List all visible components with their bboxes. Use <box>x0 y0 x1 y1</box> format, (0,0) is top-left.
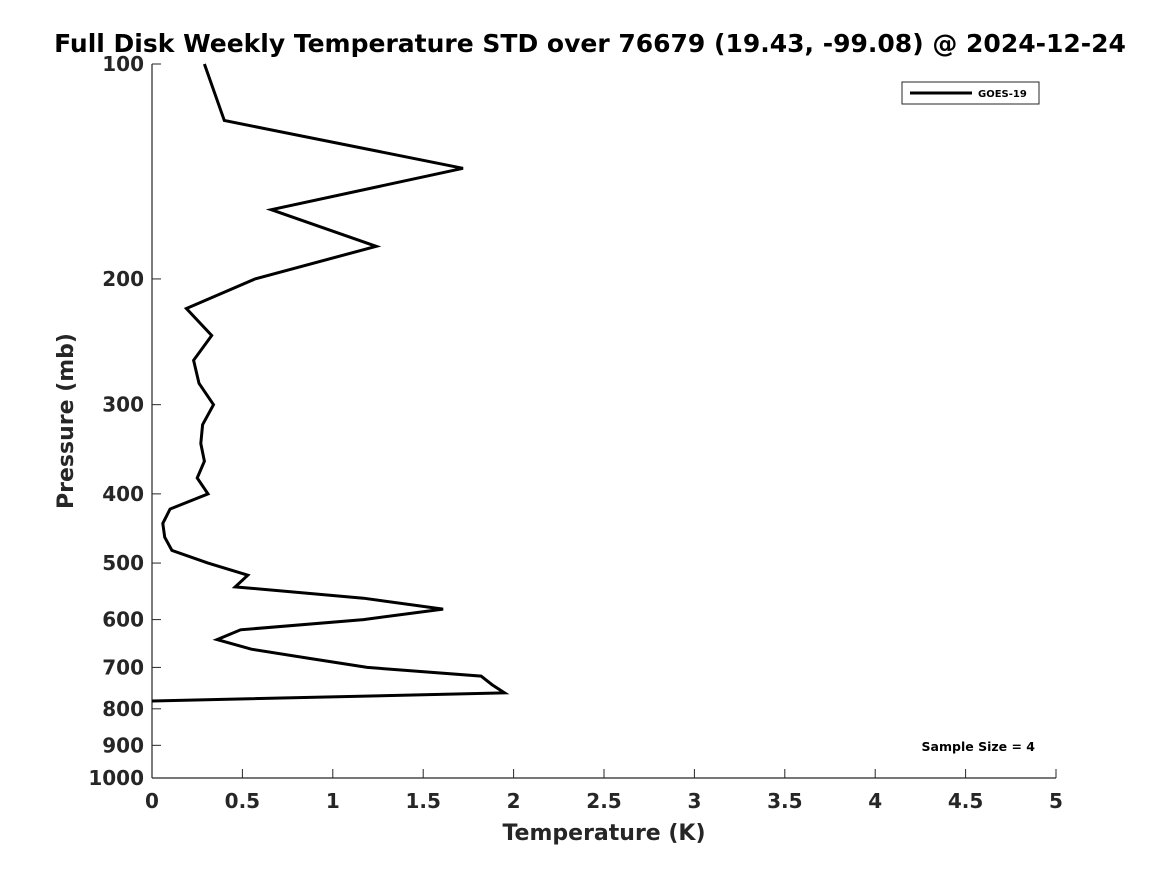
x-axis-ticks: 0 0.5 1 1.5 2 2.5 3 3.5 4 4.5 5 <box>145 769 1063 813</box>
y-tick-label: 400 <box>102 482 144 506</box>
x-tick-label: 2 <box>507 789 521 813</box>
y-tick-label: 800 <box>102 697 144 721</box>
sample-size-annotation: Sample Size = 4 <box>922 739 1036 754</box>
x-tick-label: 3 <box>687 789 701 813</box>
y-axis-label: Pressure (mb) <box>54 333 79 509</box>
series-layer <box>151 63 510 703</box>
x-tick-label: 4 <box>868 789 882 813</box>
x-tick-label: 2.5 <box>586 789 621 813</box>
y-tick-label: 100 <box>102 52 144 76</box>
y-tick-label: 500 <box>102 551 144 575</box>
x-tick-label: 0 <box>145 789 159 813</box>
x-tick-label: 1.5 <box>405 789 440 813</box>
legend: GOES-19 <box>901 81 1040 105</box>
x-tick-label: 1 <box>326 789 340 813</box>
x-axis-label: Temperature (K) <box>502 821 705 846</box>
y-tick-label: 900 <box>102 733 144 757</box>
x-tick-label: 4.5 <box>948 789 983 813</box>
y-tick-label: 700 <box>102 655 144 679</box>
y-axis-ticks: 100 200 300 400 500 600 700 800 900 1000 <box>88 52 161 790</box>
y-tick-label: 1000 <box>88 766 144 790</box>
series-line-goes-19 <box>151 63 510 703</box>
y-tick-label: 600 <box>102 608 144 632</box>
legend-label-goes-19: GOES-19 <box>978 89 1027 100</box>
x-tick-label: 0.5 <box>225 789 260 813</box>
y-tick-label: 200 <box>102 267 144 291</box>
y-tick-label: 300 <box>102 393 144 417</box>
chart-title: Full Disk Weekly Temperature STD over 76… <box>54 29 1126 58</box>
x-tick-label: 5 <box>1049 789 1063 813</box>
x-tick-label: 3.5 <box>767 789 802 813</box>
